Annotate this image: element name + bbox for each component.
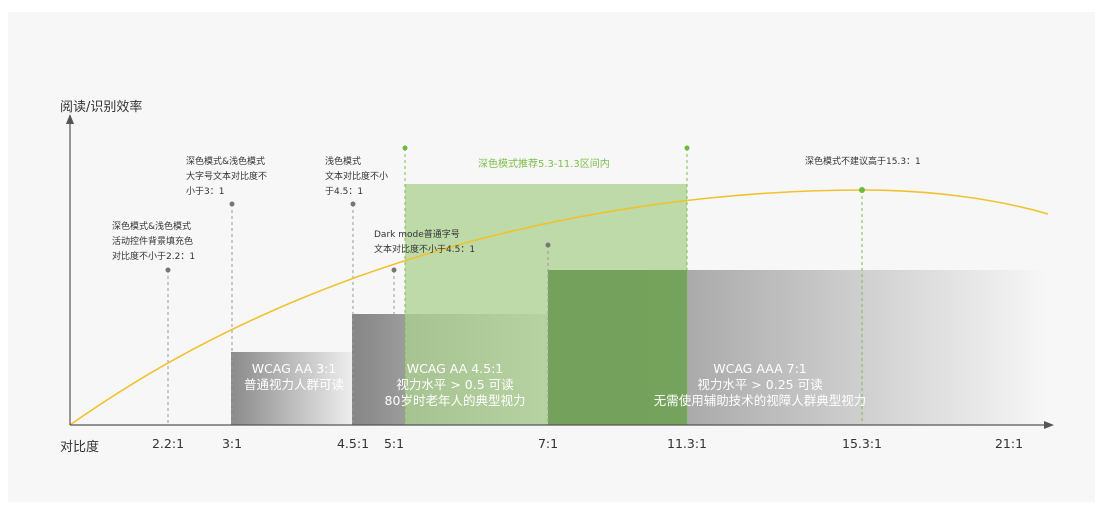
annotation-5: Dark mode普通字号 文本对比度不小于4.5：1: [374, 228, 475, 258]
marker-5.3: [402, 145, 408, 151]
box-line: WCAG AAA 7:1: [713, 361, 807, 376]
annotation-2.2: 深色模式&浅色模式 活动控件背景填充色 对比度不小于2.2：1: [112, 220, 195, 265]
y-axis-arrow: [66, 114, 74, 124]
x-axis-arrow: [1044, 421, 1054, 429]
annotation-line: 于4.5：1: [325, 187, 364, 197]
marker-7: [545, 242, 551, 248]
tick-label: 21:1: [994, 436, 1024, 451]
recommended-band-dark: [548, 270, 687, 425]
wcag-aaa-7-text: WCAG AAA 7:1 视力水平 > 0.25 可读 无需使用辅助技术的视障人…: [630, 361, 890, 409]
tick-label: 4.5:1: [336, 436, 370, 451]
y-axis-label: 阅读/识别效率: [60, 100, 143, 115]
annotation-line: 深色模式不建议高于15.3：1: [805, 157, 921, 167]
marker-3: [229, 201, 235, 207]
box-line: WCAG AA 4.5:1: [406, 361, 504, 376]
box-line: 视力水平 > 0.25 可读: [697, 377, 823, 392]
annotation-15.3: 深色模式不建议高于15.3：1: [805, 155, 921, 170]
tick-label: 5:1: [383, 436, 405, 451]
marker-4.5: [350, 201, 356, 207]
wcag-aa-3-box: [231, 352, 355, 425]
annotation-line: 深色模式&浅色模式: [112, 222, 192, 232]
tick-label: 2.2:1: [151, 436, 185, 451]
marker-15.3: [859, 187, 865, 193]
tick-label: 7:1: [537, 436, 559, 451]
annotation-line: 对比度不小于2.2：1: [112, 252, 196, 262]
annotation-line: 文本对比度不小于4.5：1: [374, 245, 476, 255]
wcag-aa-4.5-text: WCAG AA 4.5:1 视力水平 > 0.5 可读 80岁时老年人的典型视力: [365, 361, 545, 409]
x-axis-label: 对比度: [60, 440, 100, 455]
tick-label: 3:1: [221, 436, 243, 451]
annotation-line: 大字号文本对比度不: [186, 172, 268, 182]
tick-label: 11.3:1: [667, 436, 707, 451]
box-line: 视力水平 > 0.5 可读: [396, 377, 514, 392]
box-line: 无需使用辅助技术的视障人群典型视力: [653, 393, 867, 408]
annotation-line: 小于3：1: [186, 187, 225, 197]
annotation-3: 深色模式&浅色模式 大字号文本对比度不 小于3：1: [186, 155, 267, 200]
box-line: 80岁时老年人的典型视力: [384, 393, 526, 408]
annotation-line: Dark mode普通字号: [374, 230, 460, 240]
annotation-4.5: 浅色模式 文本对比度不小 于4.5：1: [325, 155, 388, 200]
annotation-line: 深色模式&浅色模式: [186, 157, 266, 167]
recommended-band-label: 深色模式推荐5.3-11.3区间内: [478, 159, 610, 170]
marker-2.2: [165, 267, 171, 273]
marker-5: [391, 267, 397, 273]
efficiency-curve: [69, 189, 1049, 426]
tick-label: 15.3:1: [842, 436, 882, 451]
box-line: WCAG AA 3:1: [251, 361, 337, 376]
box-line: 普通视力人群可读: [243, 377, 344, 392]
annotation-line: 浅色模式: [325, 157, 362, 167]
marker-11.3: [684, 145, 690, 151]
wcag-aa-3-text: WCAG AA 3:1 普通视力人群可读: [224, 361, 364, 393]
annotation-line: 活动控件背景填充色: [112, 237, 194, 247]
annotation-line: 文本对比度不小: [325, 172, 389, 182]
